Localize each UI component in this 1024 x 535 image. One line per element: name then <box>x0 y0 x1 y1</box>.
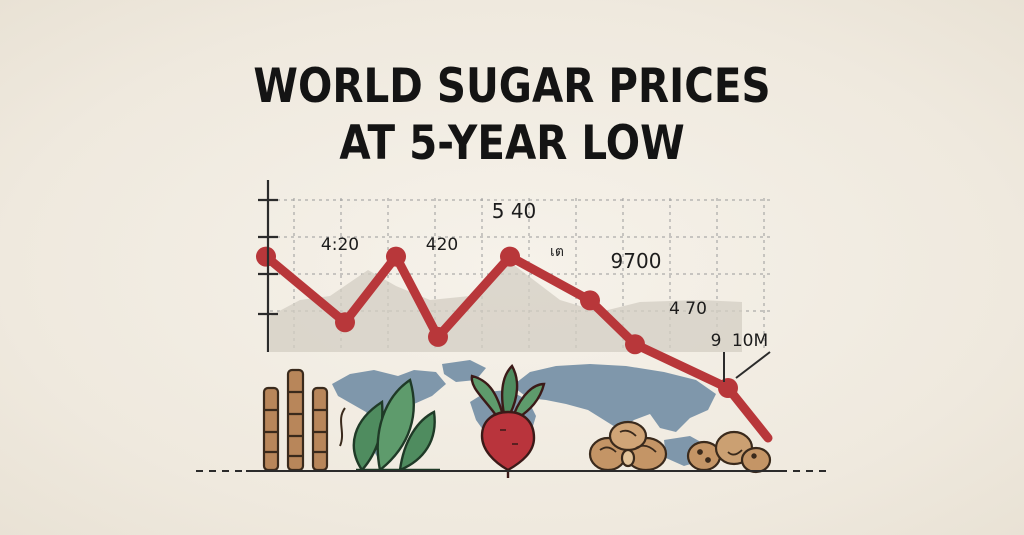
headline-line-1: WORLD SUGAR PRICES <box>253 59 771 114</box>
sugar-beet-icon <box>470 364 546 478</box>
price-series <box>256 246 773 443</box>
headline-line-2: AT 5-YEAR LOW <box>339 116 685 171</box>
data-point-1 <box>256 246 276 267</box>
annotation-label: 420 <box>426 235 458 255</box>
data-point-4 <box>428 326 448 347</box>
sugarcane-icon <box>262 368 346 472</box>
annotation-label: เต <box>550 244 564 260</box>
annotation-label: 9700 <box>611 249 662 273</box>
data-point-2 <box>335 312 355 333</box>
chart-axis <box>258 180 278 352</box>
data-point-3 <box>386 246 406 267</box>
potato-icon <box>686 430 772 474</box>
callout-line <box>735 351 771 379</box>
data-point-8 <box>718 378 738 398</box>
headline: WORLD SUGAR PRICES AT 5-YEAR LOW <box>72 58 953 172</box>
annotation-label: 9 <box>711 331 722 351</box>
map-eurasia <box>512 364 716 432</box>
annotation-label: 10M <box>732 331 768 351</box>
chart-annotations: 4:20 420 5 40 เต 9700 4 709 10M <box>321 199 771 382</box>
data-point-5 <box>500 246 520 267</box>
annotation-label: 4 70 <box>669 299 707 319</box>
data-point-7 <box>625 334 645 355</box>
annotation-label: 5 40 <box>492 199 537 223</box>
nut-icon <box>588 420 668 472</box>
data-point-6 <box>580 290 600 311</box>
produce-icons <box>262 364 772 478</box>
annotation-label: 4:20 <box>321 235 359 255</box>
